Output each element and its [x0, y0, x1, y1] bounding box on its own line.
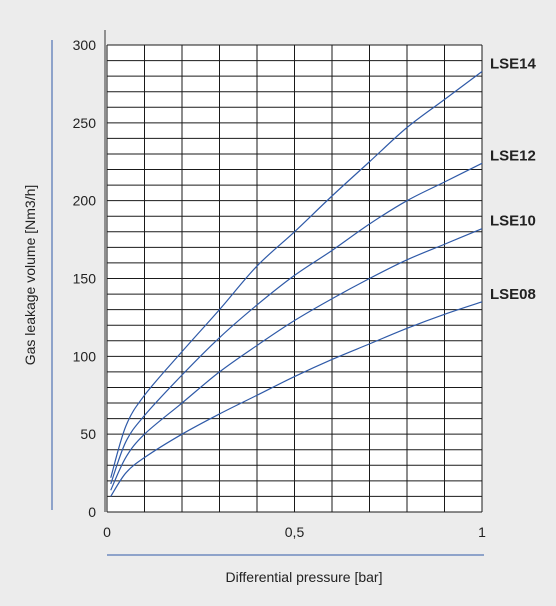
x-axis-title: Differential pressure [bar] — [226, 569, 383, 585]
series-line-lse10 — [110, 228, 483, 491]
series-line-lse08 — [110, 301, 483, 497]
y-tick-label: 250 — [73, 115, 97, 131]
y-tick-label: 150 — [73, 271, 97, 287]
y-axis-title: Gas leakage volume [Nm3/h] — [22, 185, 38, 366]
y-tick-label: 100 — [73, 348, 97, 364]
series-label-lse10: LSE10 — [490, 213, 536, 230]
x-tick-label: 1 — [478, 524, 486, 540]
x-tick-label: 0 — [103, 524, 111, 540]
y-tick-labels: 0 50 100 150 200 250 300 — [73, 37, 97, 520]
series-line-lse14 — [110, 70, 483, 478]
y-tick-label: 0 — [88, 504, 96, 520]
y-tick-label: 50 — [80, 426, 96, 442]
series-label-lse12: LSE12 — [490, 147, 536, 164]
series-label-lse14: LSE14 — [490, 55, 537, 72]
series-line-lse12 — [110, 162, 483, 485]
y-tick-label: 200 — [73, 193, 97, 209]
chart-series — [110, 70, 483, 497]
x-tick-label: 0,5 — [285, 524, 305, 540]
y-tick-label: 300 — [73, 37, 97, 53]
series-label-lse08: LSE08 — [490, 286, 536, 303]
chart-grid — [106, 44, 483, 513]
x-tick-labels: 0 0,5 1 — [103, 524, 486, 540]
series-labels: LSE14 LSE12 LSE10 LSE08 — [490, 55, 537, 302]
